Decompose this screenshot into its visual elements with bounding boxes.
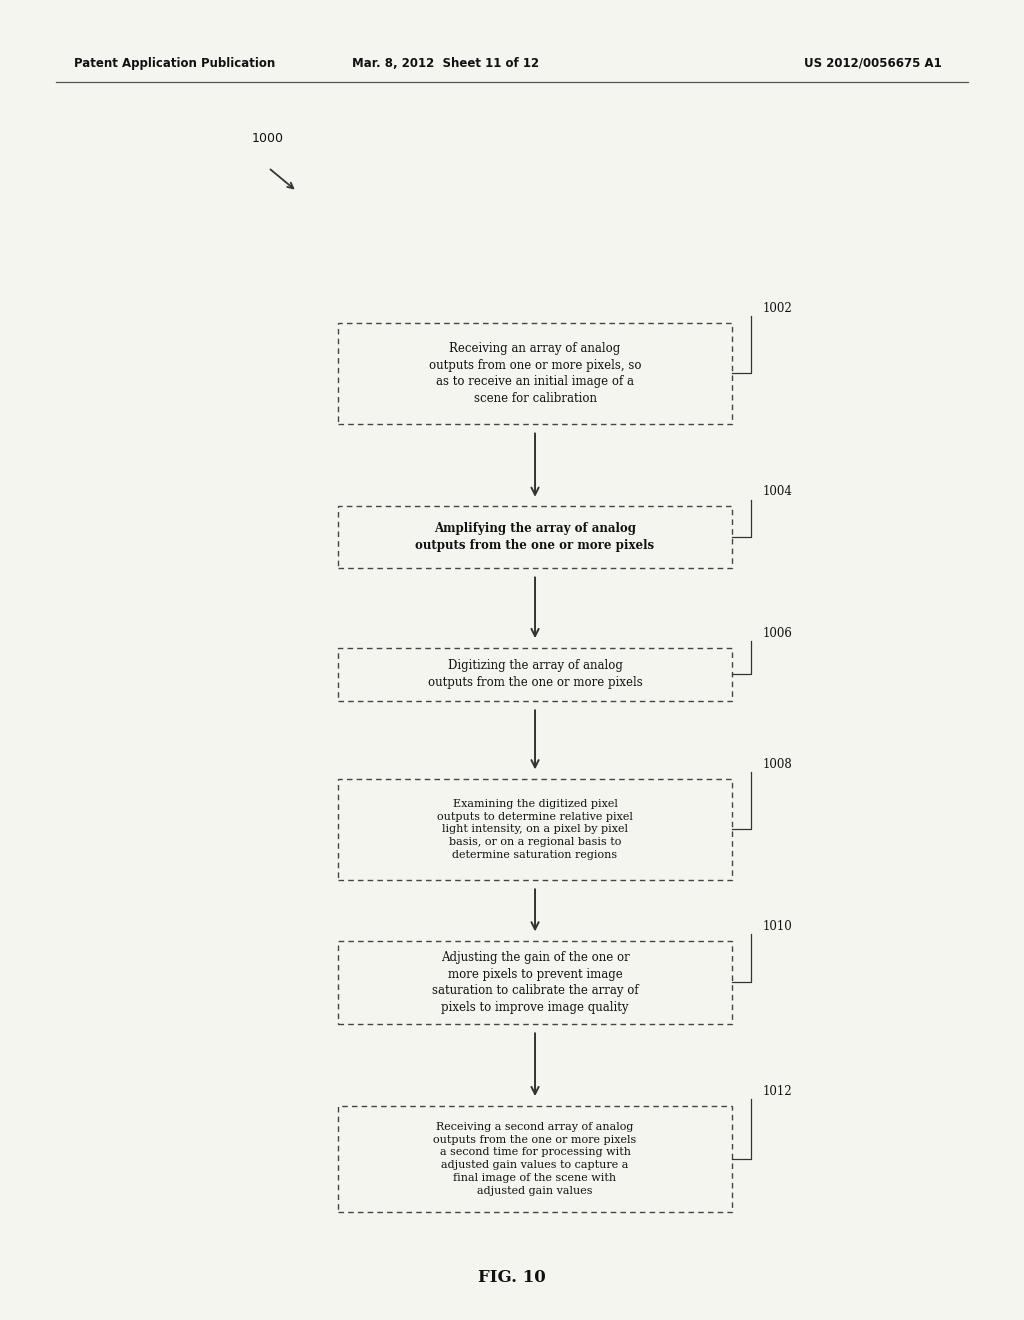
Text: Adjusting the gain of the one or
more pixels to prevent image
saturation to cali: Adjusting the gain of the one or more pi…	[432, 952, 638, 1014]
Text: 1012: 1012	[763, 1085, 793, 1098]
Text: Examining the digitized pixel
outputs to determine relative pixel
light intensit: Examining the digitized pixel outputs to…	[437, 799, 633, 859]
Text: 1004: 1004	[763, 486, 793, 499]
FancyBboxPatch shape	[338, 507, 732, 568]
Text: Patent Application Publication: Patent Application Publication	[74, 57, 275, 70]
Text: FIG. 10: FIG. 10	[478, 1270, 546, 1286]
Text: Receiving a second array of analog
outputs from the one or more pixels
a second : Receiving a second array of analog outpu…	[433, 1122, 637, 1196]
Text: Mar. 8, 2012  Sheet 11 of 12: Mar. 8, 2012 Sheet 11 of 12	[352, 57, 539, 70]
FancyBboxPatch shape	[338, 1106, 732, 1212]
FancyBboxPatch shape	[338, 648, 732, 701]
Text: 1010: 1010	[763, 920, 793, 933]
FancyBboxPatch shape	[338, 779, 732, 880]
FancyBboxPatch shape	[338, 941, 732, 1024]
FancyBboxPatch shape	[338, 323, 732, 424]
Text: 1008: 1008	[763, 758, 793, 771]
Text: US 2012/0056675 A1: US 2012/0056675 A1	[804, 57, 942, 70]
Text: 1006: 1006	[763, 627, 793, 640]
Text: $1000$: $1000$	[251, 132, 284, 145]
Text: 1002: 1002	[763, 302, 793, 315]
Text: Receiving an array of analog
outputs from one or more pixels, so
as to receive a: Receiving an array of analog outputs fro…	[429, 342, 641, 405]
Text: Digitizing the array of analog
outputs from the one or more pixels: Digitizing the array of analog outputs f…	[428, 660, 642, 689]
Text: Amplifying the array of analog
outputs from the one or more pixels: Amplifying the array of analog outputs f…	[416, 523, 654, 552]
